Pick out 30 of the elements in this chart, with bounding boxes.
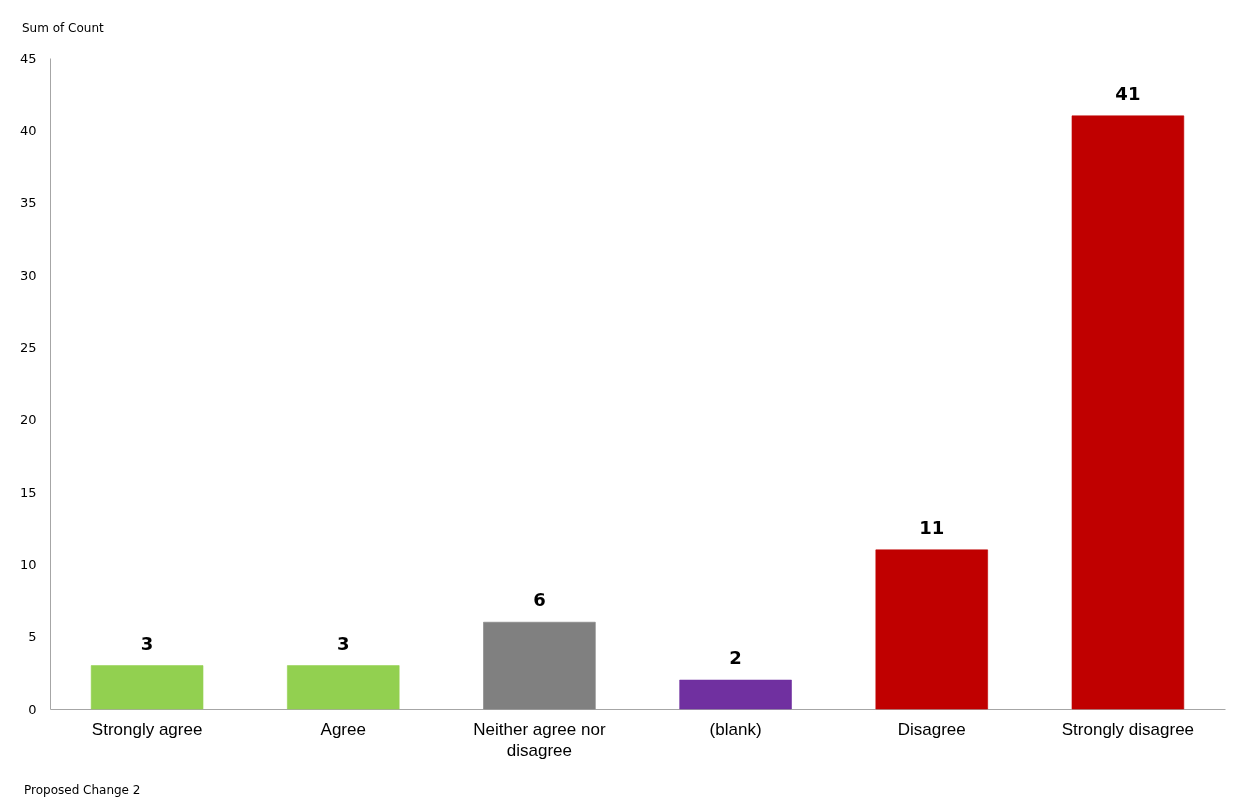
- y-tick-label: 40: [19, 122, 37, 138]
- data-label: 11: [919, 516, 945, 538]
- y-tick-label: 35: [19, 195, 37, 211]
- x-tick-label: Strongly agree: [91, 719, 203, 739]
- y-tick-label: 15: [19, 484, 37, 500]
- data-label: 3: [140, 632, 154, 654]
- y-tick-label: 45: [19, 50, 37, 66]
- bar: [286, 665, 400, 710]
- y-tick-label: 10: [19, 556, 37, 572]
- data-label: 3: [336, 632, 350, 654]
- bar: [483, 621, 596, 710]
- data-label: 2: [729, 647, 742, 669]
- bar: [1071, 115, 1185, 710]
- x-tick-label: Agree: [320, 719, 366, 739]
- y-tick-label: 5: [28, 629, 37, 645]
- x-tick-label: Neither agree nor disagree: [473, 719, 606, 760]
- text: Sum of Count: [22, 21, 105, 35]
- x-tick-label: Disagree: [897, 719, 966, 739]
- bar: [875, 549, 989, 710]
- data-label: 41: [1115, 82, 1141, 104]
- data-label: 6: [533, 589, 546, 611]
- bar: [679, 679, 792, 710]
- y-tick-label: 25: [19, 339, 37, 355]
- x-tick-label: (blank): [709, 719, 762, 739]
- text: Proposed Change 2: [24, 783, 141, 797]
- x-tick-label: Strongly disagree: [1061, 719, 1195, 739]
- y-tick-label: 30: [19, 267, 37, 283]
- y-tick-label: 0: [28, 701, 37, 717]
- y-tick-label: 20: [19, 412, 37, 428]
- bar: [90, 665, 204, 710]
